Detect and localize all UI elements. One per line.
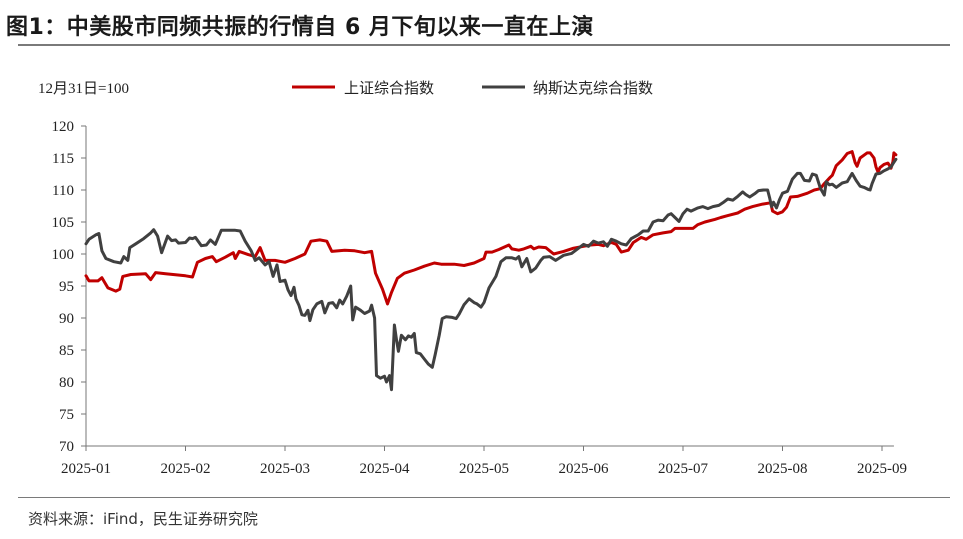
- line-chart: 12月31日=100 上证综合指数 纳斯达克综合指数 70 75 80 85 90 95 10…: [38, 79, 908, 477]
- y-tick-label: 75: [59, 407, 74, 423]
- x-tick-label: 2025-09: [857, 461, 907, 477]
- x-tick-label: 2025-01: [61, 461, 111, 477]
- legend-label-nasdaq: 纳斯达克综合指数: [533, 79, 653, 97]
- y-tick-label: 95: [59, 279, 74, 295]
- y-tick-label: 80: [59, 375, 74, 391]
- x-tick-label: 2025-02: [161, 461, 211, 477]
- y-tick-label: 110: [52, 183, 74, 199]
- figure-title: 图1：中美股市同频共振的行情自 6 月下旬以来一直在上演: [6, 15, 594, 40]
- axes: 70 75 80 85 90 95 100 105 110 115 120 2025-01 2025-0…: [52, 119, 908, 477]
- x-tick-label: 2025-06: [559, 461, 609, 477]
- x-tick-label: 2025-03: [260, 461, 310, 477]
- y-tick-label: 100: [52, 247, 75, 263]
- legend: 上证综合指数 纳斯达克综合指数: [292, 79, 653, 97]
- y-tick-label: 120: [52, 119, 75, 135]
- legend-label-shanghai: 上证综合指数: [344, 79, 434, 97]
- x-tick-label: 2025-07: [658, 461, 708, 477]
- source-divider: [18, 497, 950, 498]
- x-tick-label: 2025-04: [360, 461, 410, 477]
- source-note: 资料来源：iFind，民生证券研究院: [28, 510, 258, 528]
- y-tick-label: 70: [59, 439, 74, 455]
- y-tick-label: 90: [59, 311, 74, 327]
- unit-label: 12月31日=100: [38, 81, 129, 97]
- series-line-shanghai: [84, 150, 898, 306]
- y-tick-label: 115: [52, 151, 74, 167]
- title-divider: [18, 44, 950, 46]
- plot-area: [84, 150, 898, 392]
- x-tick-label: 2025-08: [758, 461, 808, 477]
- x-tick-label: 2025-05: [459, 461, 509, 477]
- series-line-nasdaq: [84, 157, 898, 392]
- y-tick-label: 85: [59, 343, 74, 359]
- y-tick-label: 105: [52, 215, 75, 231]
